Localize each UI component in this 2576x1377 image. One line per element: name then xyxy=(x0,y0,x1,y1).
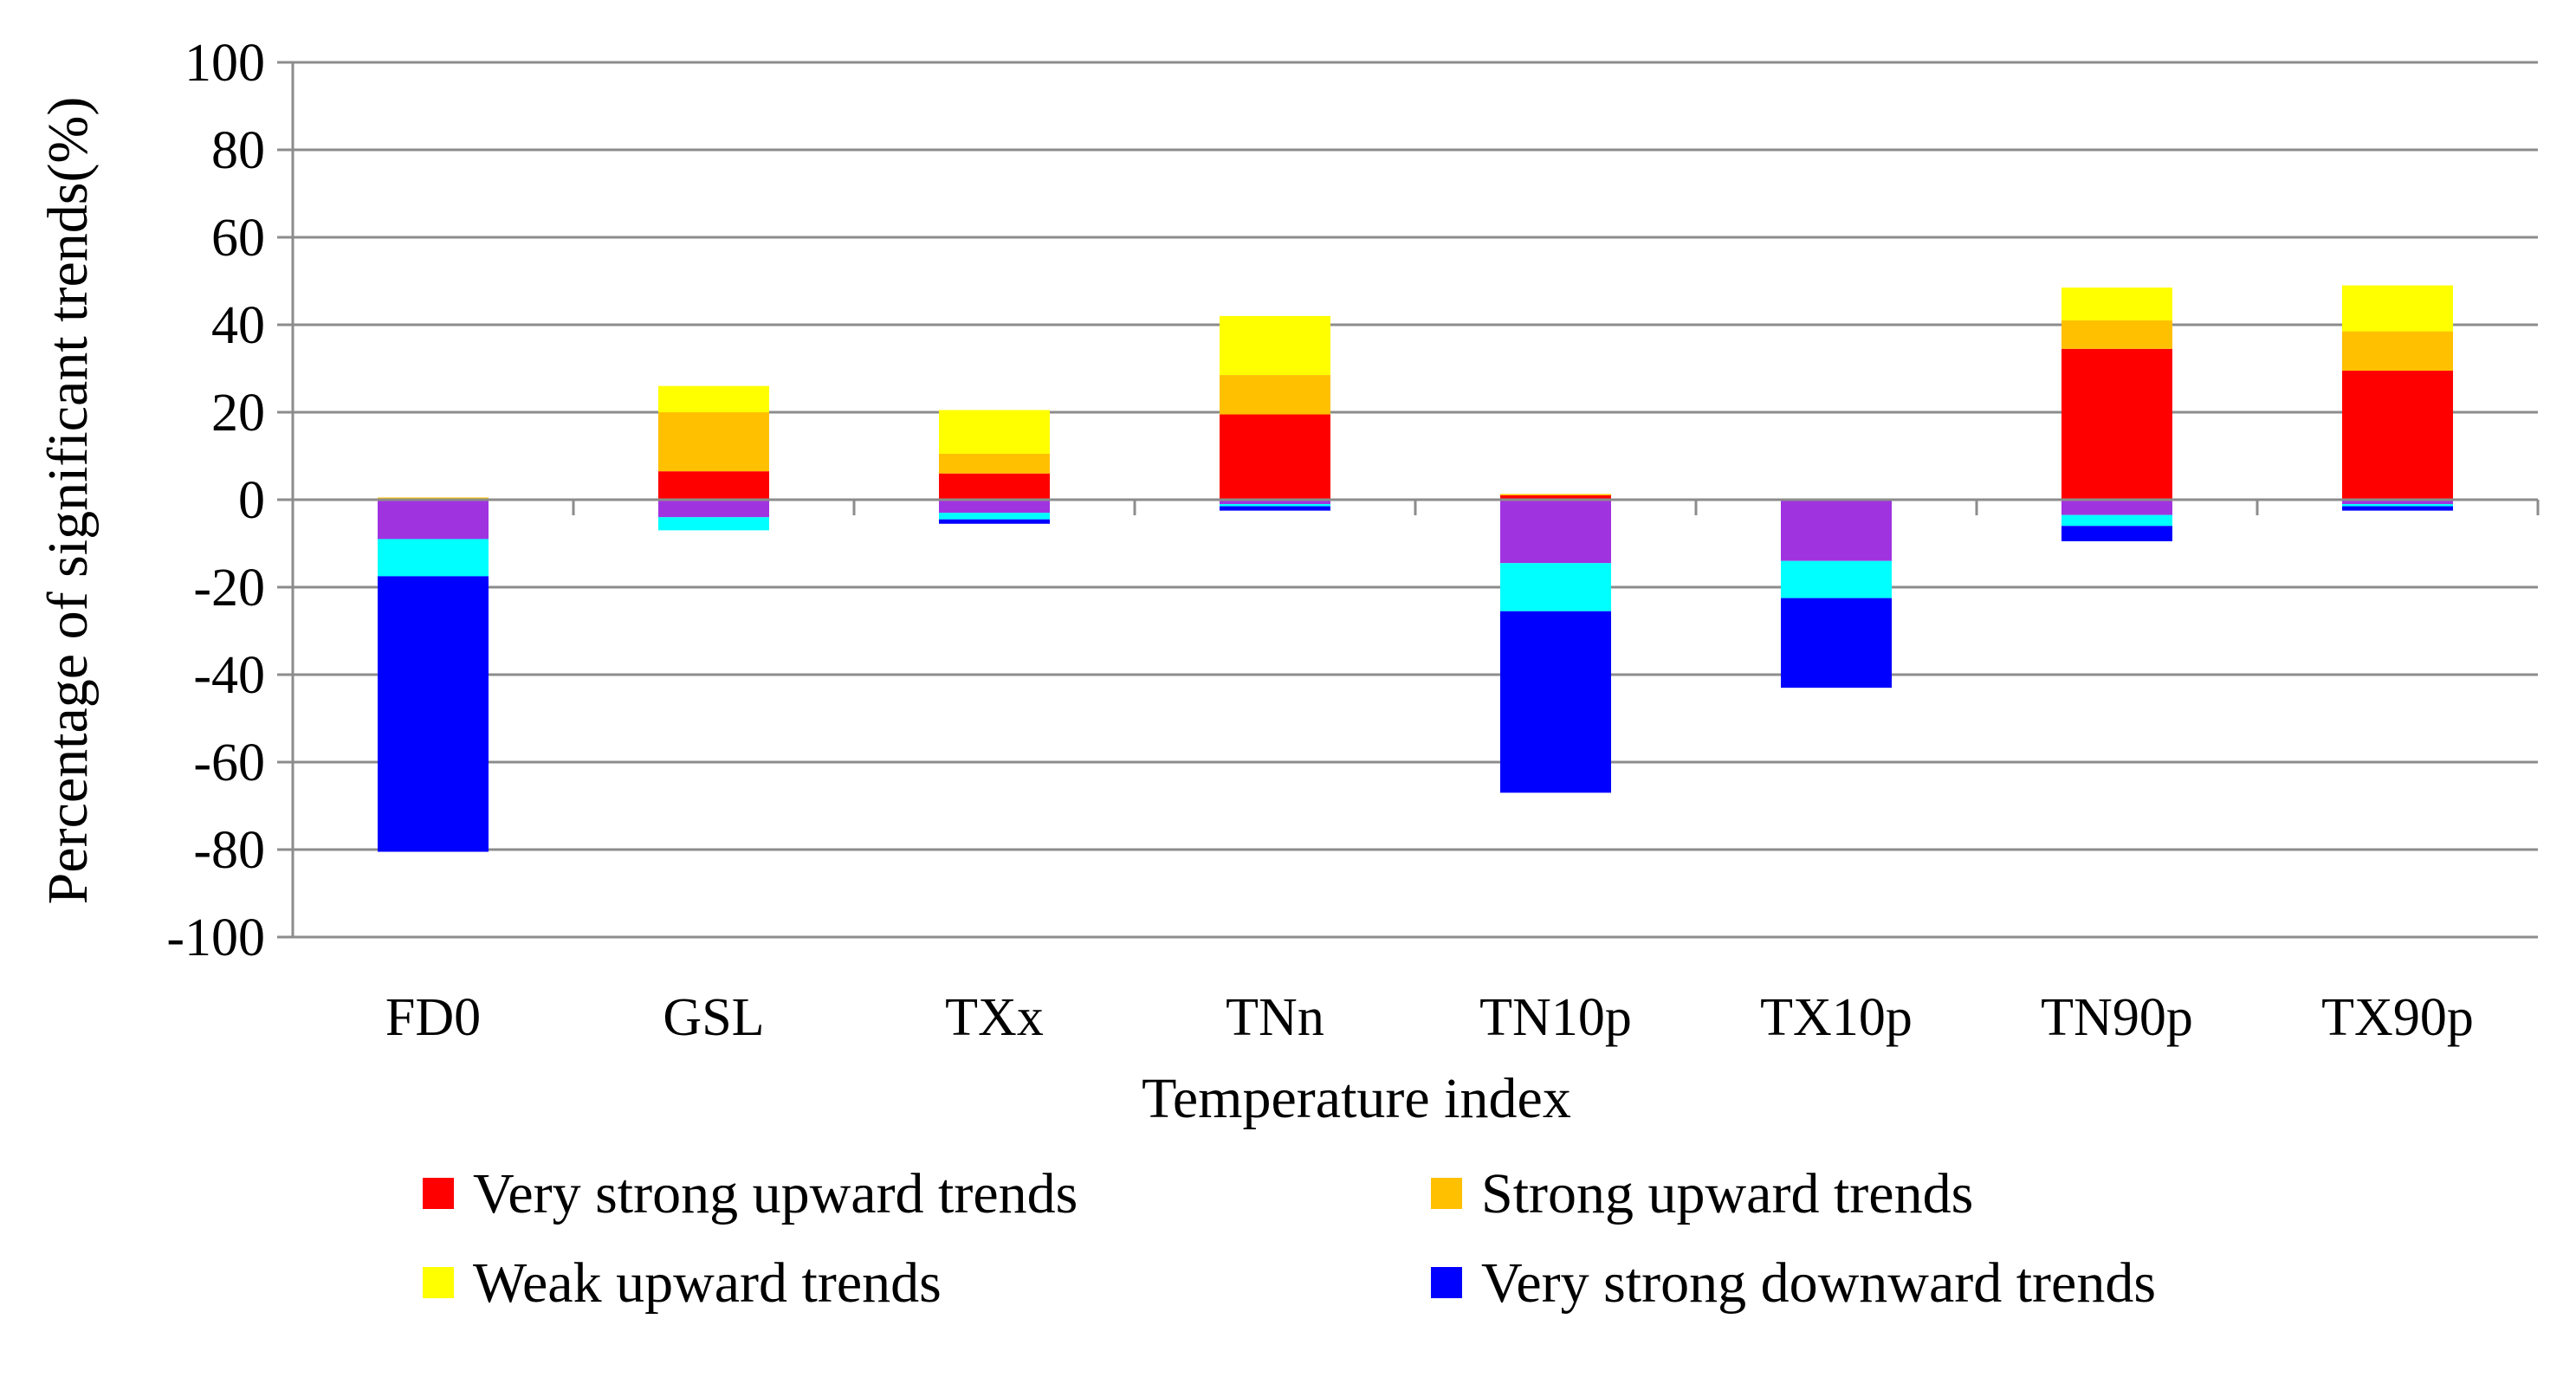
x-tick-labels: FD0 GSL TXx TNn TN10p TX10p TN90p TX90p xyxy=(385,988,2474,1047)
bar-fd0-strong-downward-trends xyxy=(378,539,489,577)
y-tick-label: 20 xyxy=(211,384,265,443)
bar-gsl-very-strong-upward-trends xyxy=(658,471,769,500)
legend-label: Weak upward trends xyxy=(473,1251,942,1315)
y-tick-label: -20 xyxy=(193,559,265,617)
bar-tnn-strong-downward-trends xyxy=(1220,504,1330,507)
x-tick-label: TN10p xyxy=(1479,988,1632,1047)
y-tick-label: -100 xyxy=(166,908,265,967)
bar-tnn-strong-upward-trends xyxy=(1220,375,1330,415)
bar-tnn-very-strong-upward-trends xyxy=(1220,414,1330,500)
legend-swatch xyxy=(423,1267,454,1298)
bar-txx-very-strong-downward-trends xyxy=(939,519,1050,524)
x-tick-label: TXx xyxy=(945,988,1044,1047)
y-tick-label: 100 xyxy=(184,34,265,93)
bar-gsl-weak-upward-trends xyxy=(658,385,769,412)
legend: Very strong upward trends Strong upward t… xyxy=(423,1162,2156,1315)
bars xyxy=(378,285,2453,852)
y-tick-label: -80 xyxy=(193,821,265,880)
bar-tx90p-very-strong-upward-trends xyxy=(2342,371,2453,500)
y-tick-label: 60 xyxy=(211,209,265,268)
bar-tn90p-weak-upward-trends xyxy=(2061,288,2172,320)
bar-fd0-weak-downward-trends xyxy=(378,500,489,540)
y-tick-label: -40 xyxy=(193,646,265,705)
y-tick-label: -60 xyxy=(193,734,265,792)
x-tick-label: GSL xyxy=(663,988,764,1047)
x-tick-label: TN90p xyxy=(2041,988,2193,1047)
bar-tn90p-very-strong-downward-trends xyxy=(2061,526,2172,541)
bar-tn90p-strong-downward-trends xyxy=(2061,514,2172,527)
legend-label: Very strong upward trends xyxy=(473,1162,1078,1225)
bar-tx90p-strong-upward-trends xyxy=(2342,331,2453,372)
x-tick-label: TNn xyxy=(1226,988,1324,1047)
y-tick-label: 80 xyxy=(211,121,265,180)
y-tick-labels: -100 -80 -60 -40 -20 0 20 40 60 80 100 xyxy=(166,34,265,967)
bar-tn10p-weak-downward-trends xyxy=(1500,500,1611,564)
bar-gsl-strong-upward-trends xyxy=(658,412,769,472)
x-tick-label: FD0 xyxy=(385,988,481,1047)
y-tick-label: 0 xyxy=(238,471,265,530)
legend-swatch xyxy=(1431,1267,1462,1298)
bar-txx-weak-upward-trends xyxy=(939,410,1050,454)
bar-fd0-very-strong-downward-trends xyxy=(378,576,489,852)
legend-swatch xyxy=(1431,1178,1462,1209)
bar-tnn-weak-downward-trends xyxy=(1220,500,1330,505)
bar-tx90p-very-strong-downward-trends xyxy=(2342,506,2453,511)
bar-tx90p-strong-downward-trends xyxy=(2342,504,2453,507)
bar-tn90p-weak-downward-trends xyxy=(2061,500,2172,515)
bar-tn90p-strong-upward-trends xyxy=(2061,320,2172,349)
bar-tn90p-very-strong-upward-trends xyxy=(2061,348,2172,500)
bar-tx10p-weak-downward-trends xyxy=(1781,500,1892,561)
bar-tx10p-strong-downward-trends xyxy=(1781,560,1892,598)
x-tick-label: TX90p xyxy=(2321,988,2474,1047)
bar-tn10p-very-strong-downward-trends xyxy=(1500,611,1611,793)
bar-tn10p-strong-downward-trends xyxy=(1500,563,1611,611)
bar-txx-weak-downward-trends xyxy=(939,500,1050,514)
legend-label: Very strong downward trends xyxy=(1481,1251,2156,1315)
x-tick-label: TX10p xyxy=(1760,988,1913,1047)
bar-txx-very-strong-upward-trends xyxy=(939,473,1050,500)
y-tick-label: 40 xyxy=(211,296,265,355)
bar-fd0-strong-upward-trends xyxy=(378,497,489,499)
bar-gsl-weak-downward-trends xyxy=(658,500,769,518)
x-axis-title: Temperature index xyxy=(1142,1067,1571,1130)
bar-tn10p-strong-upward-trends xyxy=(1500,494,1611,495)
bar-tx10p-very-strong-downward-trends xyxy=(1781,598,1892,688)
bar-txx-strong-upward-trends xyxy=(939,453,1050,474)
bar-gsl-strong-downward-trends xyxy=(658,517,769,531)
legend-label: Strong upward trends xyxy=(1481,1162,1973,1225)
bar-tx90p-weak-downward-trends xyxy=(2342,500,2453,505)
bar-tnn-very-strong-downward-trends xyxy=(1220,506,1330,511)
bar-txx-strong-downward-trends xyxy=(939,513,1050,520)
bar-tn10p-very-strong-upward-trends xyxy=(1500,495,1611,500)
y-axis-title: Percentage of significant trends(%) xyxy=(36,97,100,905)
legend-swatch xyxy=(423,1178,454,1209)
axes xyxy=(277,61,2540,939)
bar-tx90p-weak-upward-trends xyxy=(2342,285,2453,332)
bar-tnn-weak-upward-trends xyxy=(1220,315,1330,376)
